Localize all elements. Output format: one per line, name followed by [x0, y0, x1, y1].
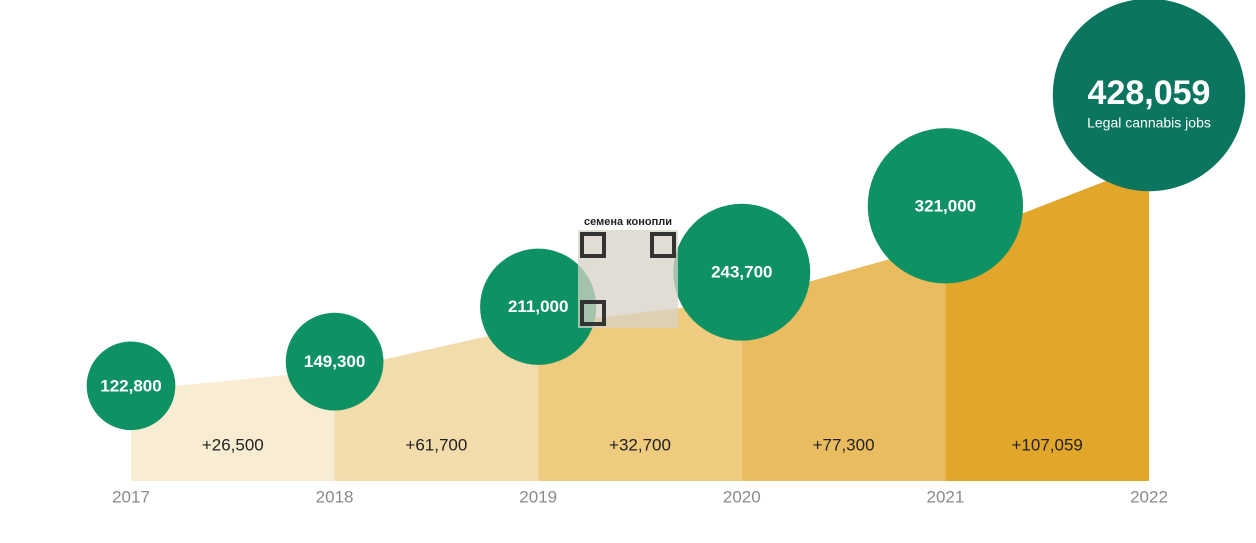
watermark-code	[580, 300, 606, 326]
bubble	[480, 248, 597, 365]
increment-label: +77,300	[813, 435, 875, 454]
watermark-code	[650, 232, 676, 258]
bubble-label: 321,000	[915, 196, 976, 215]
bubble-label: 211,000	[508, 297, 569, 316]
year-label: 2022	[1130, 487, 1168, 506]
area-segment	[131, 370, 335, 481]
watermark-code	[580, 232, 606, 258]
year-label: 2020	[723, 487, 761, 506]
bubble	[86, 341, 176, 431]
increment-label: +61,700	[405, 435, 467, 454]
year-label: 2019	[519, 487, 557, 506]
area-segment	[538, 300, 742, 481]
increment-label: +32,700	[609, 435, 671, 454]
increment-label: +26,500	[202, 435, 264, 454]
bubble-label: 122,800	[100, 376, 161, 395]
watermark-code	[578, 230, 678, 328]
bubble	[285, 312, 384, 411]
bubble-caption: Legal cannabis jobs	[1087, 115, 1211, 131]
increment-label: +107,059	[1012, 435, 1083, 454]
bubble-label: 149,300	[304, 352, 365, 371]
area-segment	[334, 324, 539, 481]
bubble	[1052, 0, 1246, 192]
year-label: 2018	[316, 487, 354, 506]
bubble-label: 428,059	[1088, 74, 1211, 112]
watermark-text: семена конопли	[584, 216, 672, 228]
bubble	[867, 128, 1024, 284]
year-label: 2017	[112, 487, 150, 506]
watermark: семена конопли	[578, 216, 678, 328]
year-label: 2021	[926, 487, 964, 506]
bubble-label: 243,700	[711, 263, 772, 282]
bubble	[673, 203, 811, 341]
